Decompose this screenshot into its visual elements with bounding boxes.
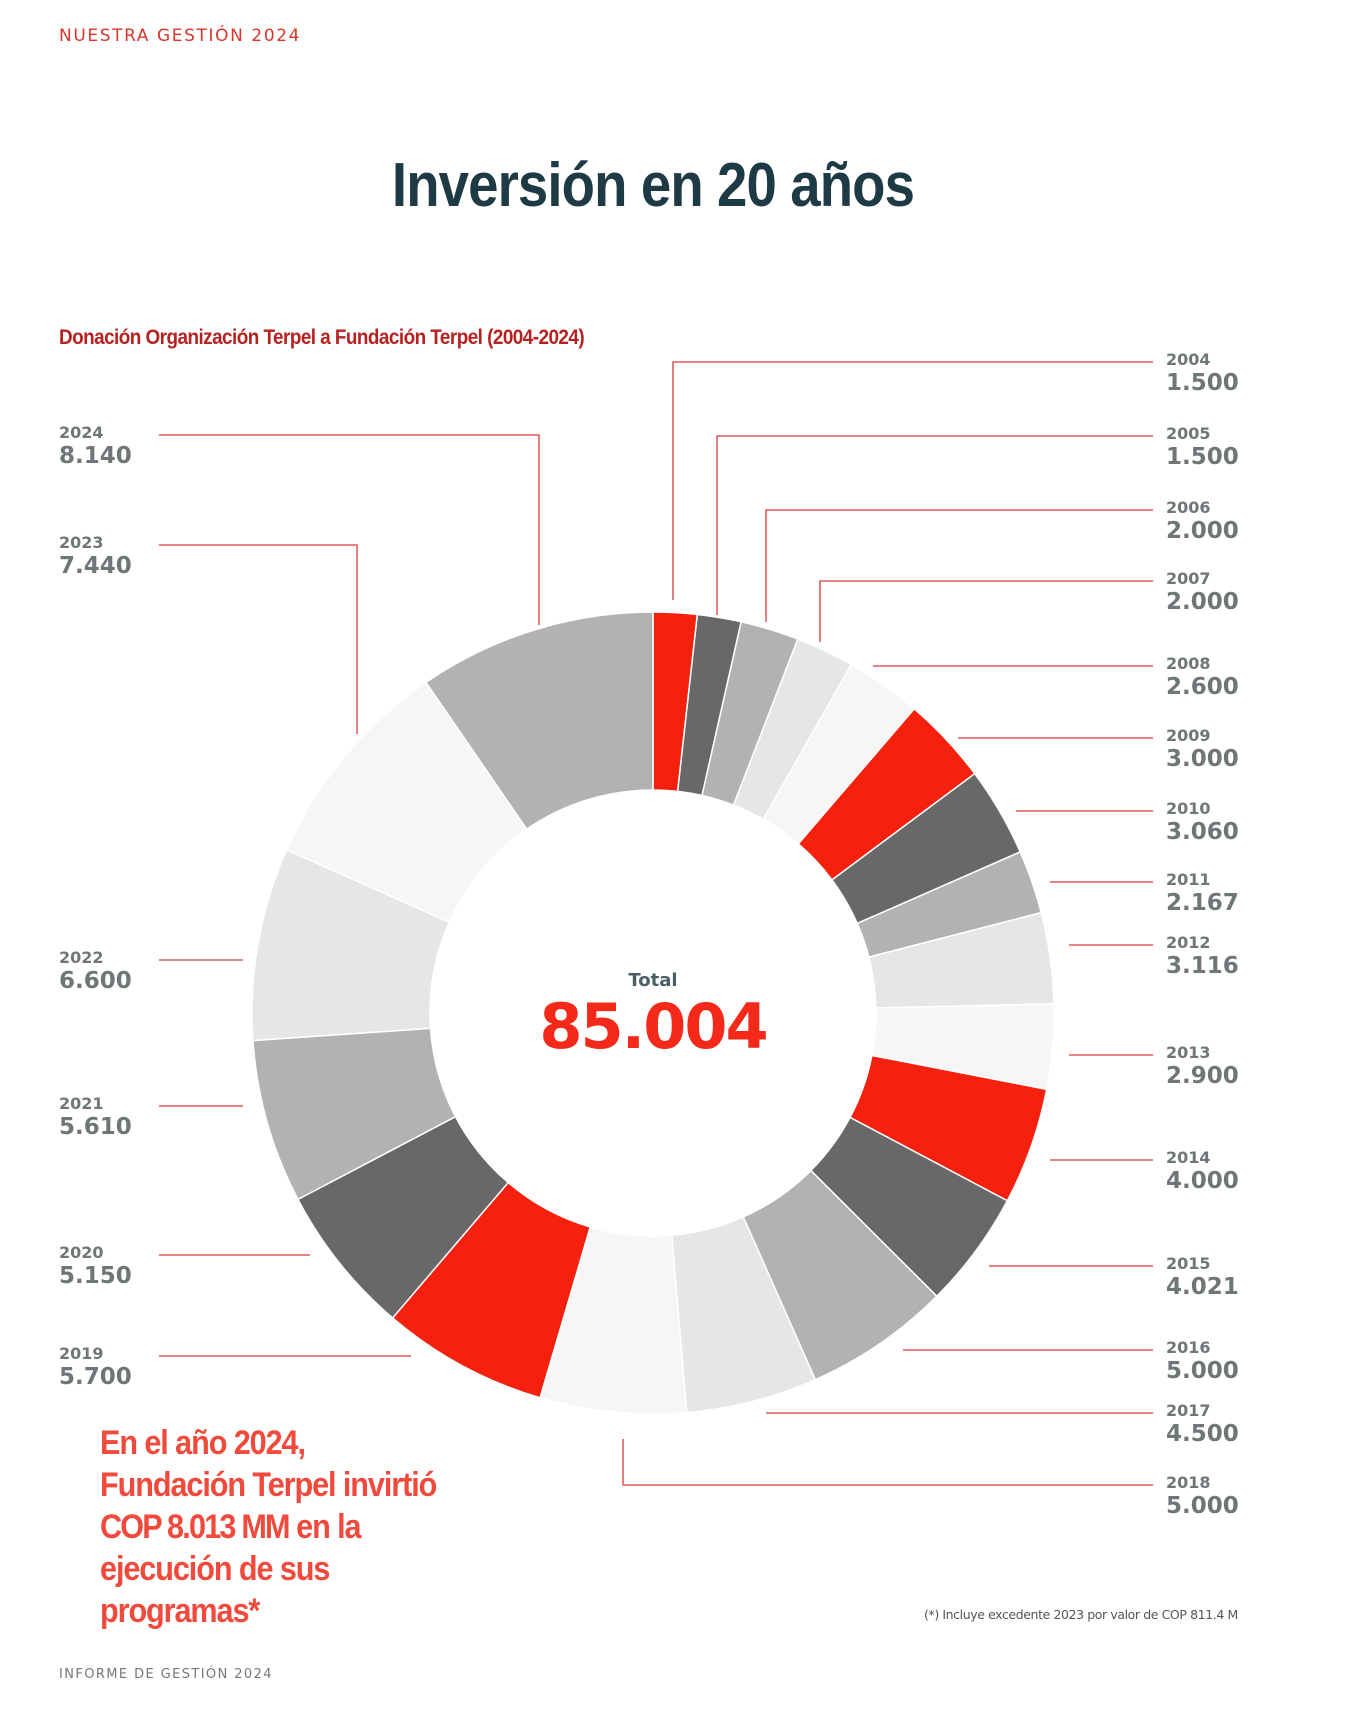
slice-value: 4.000 [1166, 1168, 1239, 1194]
slice-label-2011: 2011 2.167 [1166, 872, 1239, 915]
slice-value: 5.000 [1166, 1358, 1239, 1384]
slice-label-2020: 2020 5.150 [59, 1245, 132, 1288]
leader-line-2007 [819, 580, 1153, 642]
slice-label-2004: 2004 1.500 [1166, 352, 1239, 395]
slice-value: 1.500 [1166, 444, 1239, 470]
chart-title: Donación Organización Terpel a Fundación… [59, 326, 585, 349]
slice-label-2009: 2009 3.000 [1166, 728, 1239, 771]
slice-year: 2024 [59, 423, 104, 442]
slice-value: 2.900 [1166, 1063, 1239, 1089]
slice-value: 4.021 [1166, 1274, 1239, 1300]
slice-value: 3.000 [1166, 746, 1239, 772]
total-value: 85.004 [539, 990, 768, 1063]
page-title: Inversión en 20 años [391, 151, 915, 220]
leader-line-2006 [765, 509, 1153, 622]
slice-value: 5.700 [59, 1364, 132, 1390]
slice-year: 2021 [59, 1094, 104, 1113]
highlight-line-2: Fundación Terpel invirtió [100, 1466, 437, 1504]
slice-year: 2014 [1166, 1148, 1211, 1167]
slice-label-2007: 2007 2.000 [1166, 571, 1239, 614]
leader-lines [159, 361, 1153, 1486]
leader-line-2024 [159, 434, 540, 625]
slice-year: 2017 [1166, 1401, 1211, 1420]
slice-value: 3.116 [1166, 953, 1239, 979]
slice-label-2013: 2013 2.900 [1166, 1045, 1239, 1088]
slice-year: 2011 [1166, 870, 1211, 889]
total-label: Total [628, 970, 678, 991]
slice-year: 2022 [59, 948, 104, 967]
leader-line-2004 [672, 361, 1153, 600]
leader-line-2005 [716, 435, 1153, 615]
slice-label-2012: 2012 3.116 [1166, 935, 1239, 978]
slice-value: 2.600 [1166, 674, 1239, 700]
highlight-line-4: ejecución de sus [100, 1550, 330, 1588]
slice-year: 2013 [1166, 1043, 1211, 1062]
slice-label-2023: 2023 7.440 [59, 535, 132, 578]
slice-value: 8.140 [59, 443, 132, 469]
slice-year: 2008 [1166, 654, 1211, 673]
highlight-line-1: En el año 2024, [100, 1424, 306, 1462]
slice-year: 2004 [1166, 350, 1211, 369]
highlight-amount: COP 8.013 MM [100, 1508, 291, 1546]
slice-value: 5.000 [1166, 1493, 1239, 1519]
slice-value: 5.150 [59, 1263, 132, 1289]
slice-label-2019: 2019 5.700 [59, 1346, 132, 1389]
slice-2024 [424, 611, 654, 831]
slice-year: 2018 [1166, 1473, 1211, 1492]
slice-year: 2015 [1166, 1254, 1211, 1273]
slice-value: 3.060 [1166, 819, 1239, 845]
slice-value: 6.600 [59, 968, 132, 994]
slice-year: 2005 [1166, 424, 1211, 443]
slice-value: 7.440 [59, 553, 132, 579]
slice-value: 4.500 [1166, 1421, 1239, 1447]
section-header: NUESTRA GESTIÓN 2024 [59, 26, 302, 46]
slice-year: 2007 [1166, 569, 1211, 588]
slice-label-2010: 2010 3.060 [1166, 801, 1239, 844]
slice-year: 2016 [1166, 1338, 1211, 1357]
slice-value: 2.000 [1166, 589, 1239, 615]
slice-label-2016: 2016 5.000 [1166, 1340, 1239, 1383]
highlight-line-5: programas* [100, 1592, 260, 1630]
slice-value: 5.610 [59, 1114, 132, 1140]
slice-year: 2006 [1166, 498, 1211, 517]
highlight-line-3: COP 8.013 MM en la [100, 1506, 478, 1548]
slice-label-2024: 2024 8.140 [59, 425, 132, 468]
slice-year: 2020 [59, 1243, 104, 1262]
slice-value: 2.000 [1166, 518, 1239, 544]
slice-label-2015: 2015 4.021 [1166, 1256, 1239, 1299]
slice-label-2022: 2022 6.600 [59, 950, 132, 993]
page-footer: INFORME DE GESTIÓN 2024 [59, 1667, 273, 1682]
leader-line-2018 [622, 1439, 1153, 1486]
slice-label-2014: 2014 4.000 [1166, 1150, 1239, 1193]
slice-year: 2023 [59, 533, 104, 552]
slice-year: 2010 [1166, 799, 1211, 818]
slice-label-2018: 2018 5.000 [1166, 1475, 1239, 1518]
slice-year: 2012 [1166, 933, 1211, 952]
slice-label-2017: 2017 4.500 [1166, 1403, 1239, 1446]
donut-slices [251, 611, 1055, 1415]
slice-year: 2019 [59, 1344, 104, 1363]
highlight-line-3-rest: en la [288, 1508, 361, 1546]
slice-label-2006: 2006 2.000 [1166, 500, 1239, 543]
slice-year: 2009 [1166, 726, 1211, 745]
highlight-statement: En el año 2024, Fundación Terpel invirti… [100, 1422, 478, 1632]
slice-value: 1.500 [1166, 370, 1239, 396]
slice-label-2008: 2008 2.600 [1166, 656, 1239, 699]
footnote: (*) Incluye excedente 2023 por valor de … [924, 1607, 1238, 1622]
leader-line-2023 [159, 544, 358, 734]
slice-label-2005: 2005 1.500 [1166, 426, 1239, 469]
slice-value: 2.167 [1166, 890, 1239, 916]
slice-label-2021: 2021 5.610 [59, 1096, 132, 1139]
